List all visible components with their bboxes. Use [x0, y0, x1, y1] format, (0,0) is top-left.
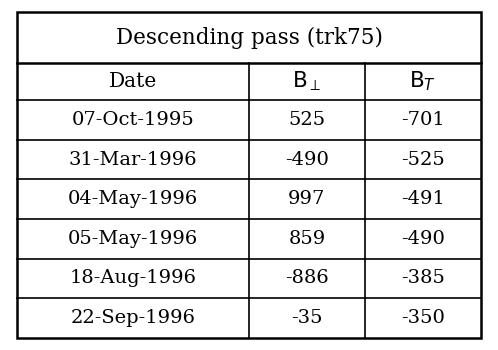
- Text: -525: -525: [401, 150, 445, 169]
- Text: -350: -350: [401, 309, 445, 327]
- Text: -490: -490: [401, 230, 445, 248]
- Text: -886: -886: [285, 270, 329, 287]
- Text: -35: -35: [291, 309, 323, 327]
- Text: 859: 859: [288, 230, 326, 248]
- Text: $\mathrm{B}_{\perp}$: $\mathrm{B}_{\perp}$: [292, 70, 322, 93]
- Text: -491: -491: [401, 190, 445, 208]
- Text: 997: 997: [288, 190, 326, 208]
- Text: 04-May-1996: 04-May-1996: [68, 190, 198, 208]
- Text: $\mathrm{B}_{T}$: $\mathrm{B}_{T}$: [409, 70, 436, 93]
- Text: 18-Aug-1996: 18-Aug-1996: [70, 270, 197, 287]
- Text: 05-May-1996: 05-May-1996: [68, 230, 198, 248]
- Text: -385: -385: [401, 270, 445, 287]
- Text: -490: -490: [285, 150, 329, 169]
- Text: 07-Oct-1995: 07-Oct-1995: [72, 111, 195, 129]
- Text: 525: 525: [288, 111, 326, 129]
- Text: 31-Mar-1996: 31-Mar-1996: [69, 150, 198, 169]
- Text: Descending pass (trk75): Descending pass (trk75): [116, 27, 382, 49]
- Text: Date: Date: [109, 72, 157, 91]
- Text: 22-Sep-1996: 22-Sep-1996: [71, 309, 196, 327]
- Text: -701: -701: [401, 111, 445, 129]
